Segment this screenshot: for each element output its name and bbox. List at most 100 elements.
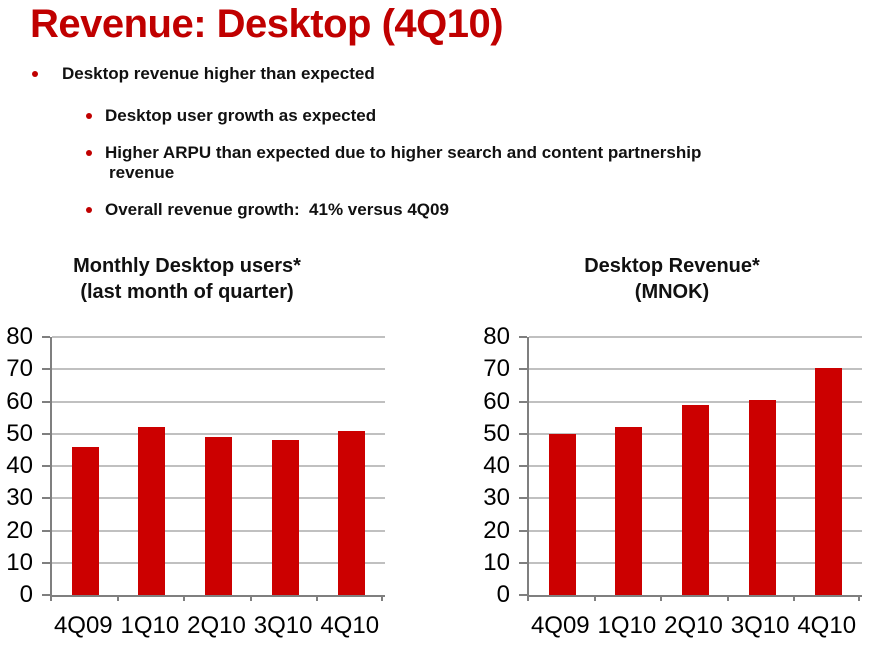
chart-title-line: (MNOK) [634, 281, 710, 303]
y-axis-tick [519, 400, 527, 403]
bar-4Q10 [338, 430, 366, 595]
bar-3Q10 [748, 399, 776, 595]
y-axis-tick [519, 465, 527, 467]
y-tick-label: 40 [483, 452, 510, 479]
y-axis-tick [519, 497, 527, 500]
y-tick-label: 70 [6, 355, 33, 383]
bullet-list: Desktop revenue higher than expected Desk… [30, 64, 830, 220]
x-axis-tick [116, 595, 119, 601]
plot-area [527, 336, 862, 597]
x-tick-label: 4Q09 [53, 612, 113, 639]
bar-4Q10 [815, 367, 843, 595]
bullet-dot [86, 113, 92, 119]
x-axis-tick [316, 595, 319, 601]
x-tick-label: 3Q10 [730, 612, 790, 639]
x-tick-label: 1Q10 [597, 612, 657, 639]
y-tick-label: 70 [483, 355, 510, 383]
y-tick-label: 20 [483, 516, 510, 544]
y-tick-label: 20 [6, 516, 33, 544]
chart-title-line: (last month of quarter) [80, 281, 294, 303]
bullet-item: Higher ARPU than expected due to higher … [86, 143, 830, 183]
chart-title-desktop-revenue: Desktop Revenue* (MNOK) [512, 253, 832, 305]
bullet-text: Overall revenue growth: 41% versus 4Q09 [105, 200, 449, 219]
x-axis-tick [858, 595, 860, 601]
slide-title: Revenue: Desktop (4Q10) [30, 2, 504, 46]
x-tick-label: 4Q10 [797, 612, 857, 639]
bar-2Q10 [205, 436, 232, 595]
x-tick-label: 1Q10 [120, 612, 180, 639]
x-tick-label: 2Q10 [187, 612, 246, 639]
x-axis-tick [381, 595, 383, 601]
y-axis-tick [519, 336, 527, 338]
y-axis-tick [519, 432, 527, 435]
gridline [52, 368, 385, 371]
y-axis-tick [42, 497, 50, 500]
x-axis-tick [527, 595, 529, 601]
y-tick-label: 80 [6, 323, 33, 350]
y-tick-label: 50 [483, 419, 510, 447]
y-tick-label: 30 [6, 484, 33, 512]
y-tick-label: 0 [19, 581, 33, 608]
bar-3Q10 [271, 440, 299, 595]
y-tick-label: 40 [6, 452, 33, 479]
y-tick-label: 30 [483, 484, 510, 512]
y-axis-tick [42, 529, 50, 532]
gridline [52, 400, 385, 403]
bar-4Q09 [71, 446, 99, 595]
y-axis-tick [42, 368, 50, 371]
gridline [52, 336, 385, 338]
bullet-text: Desktop revenue higher than expected [62, 64, 375, 83]
gridline [52, 432, 385, 435]
y-tick-label: 0 [496, 581, 510, 608]
x-tick-label: 4Q09 [530, 612, 590, 639]
gridline [529, 368, 862, 371]
x-tick-label: 3Q10 [253, 612, 313, 639]
chart-monthly-desktop-users: 0 10 20 30 40 50 60 70 80 4Q09 1Q10 2Q10 3Q10 4Q10 [0, 323, 390, 648]
gridline [529, 400, 862, 403]
y-axis-tick [42, 336, 50, 338]
x-axis-tick [50, 595, 52, 601]
bullet-text: Desktop user growth as expected [105, 106, 377, 125]
chart-title-line: Desktop Revenue* [584, 255, 760, 277]
chart-title-monthly-desktop-users: Monthly Desktop users* (last month of qua… [27, 253, 347, 305]
bullet-dot [86, 207, 92, 213]
x-axis-tick [726, 595, 729, 601]
bullet-text: revenue [109, 163, 175, 182]
bar-4Q09 [548, 433, 576, 595]
x-axis-tick [183, 595, 186, 601]
x-tick-label: 4Q10 [320, 612, 380, 639]
x-tick-label: 2Q10 [664, 612, 723, 639]
x-axis-tick [593, 595, 596, 601]
bar-1Q10 [138, 427, 166, 595]
y-axis-tick [519, 594, 527, 596]
y-axis-tick [42, 594, 50, 596]
y-axis-tick [519, 561, 527, 564]
bullet-dot [32, 71, 38, 77]
x-axis-tick [660, 595, 663, 601]
bullet-dot [86, 150, 92, 156]
chart-desktop-revenue: 0 10 20 30 40 50 60 70 80 4Q09 1Q10 2Q10 3Q10 4Q10 [477, 323, 867, 648]
y-axis-tick [42, 561, 50, 564]
x-axis-tick [249, 595, 252, 601]
bar-2Q10 [682, 404, 709, 595]
bullet-item: Desktop revenue higher than expected [30, 64, 830, 84]
bar-1Q10 [615, 427, 643, 595]
y-tick-label: 60 [483, 387, 510, 415]
y-tick-label: 60 [6, 387, 33, 415]
y-axis-tick [42, 465, 50, 467]
chart-title-line: Monthly Desktop users* [73, 255, 301, 277]
gridline [529, 336, 862, 338]
y-tick-label: 10 [6, 548, 33, 576]
y-axis-tick [42, 432, 50, 435]
y-axis-tick [519, 529, 527, 532]
x-axis-tick [793, 595, 796, 601]
y-axis-tick [519, 368, 527, 371]
bullet-text: Higher ARPU than expected due to higher … [105, 143, 702, 162]
y-tick-label: 10 [483, 548, 510, 576]
bullet-item: Desktop user growth as expected [86, 106, 830, 126]
y-axis-tick [42, 400, 50, 403]
bullet-item: Overall revenue growth: 41% versus 4Q09 [86, 200, 830, 220]
plot-area [50, 336, 385, 597]
y-tick-label: 50 [6, 419, 33, 447]
